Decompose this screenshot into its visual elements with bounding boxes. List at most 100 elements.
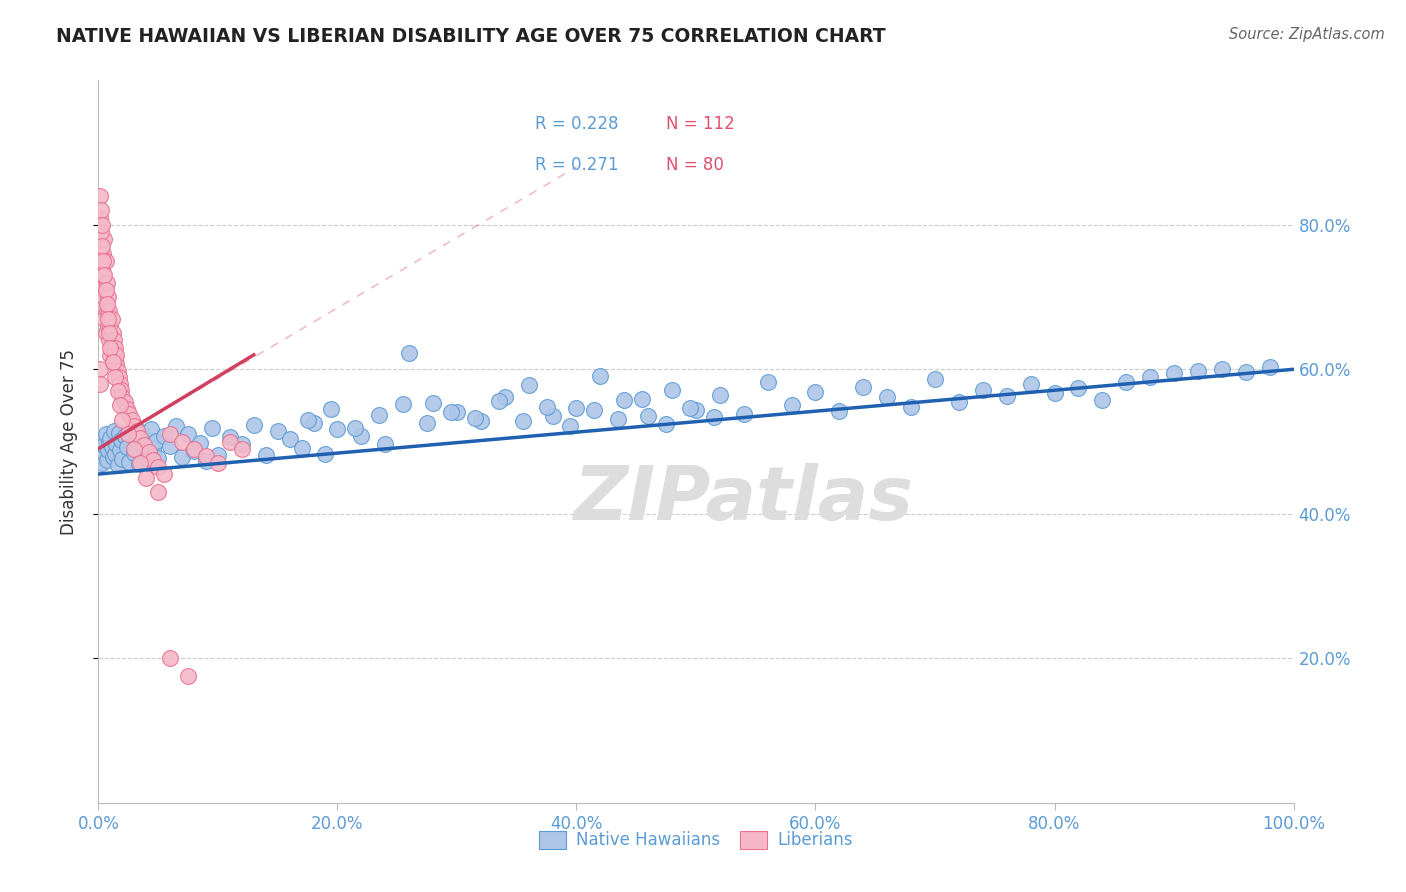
Point	[93, 290, 115, 304]
Point	[94, 283, 117, 297]
Point	[703, 409, 725, 424]
Point	[132, 438, 155, 452]
Point	[177, 669, 200, 683]
Point	[103, 424, 125, 438]
Point	[100, 341, 122, 355]
Point	[350, 429, 373, 443]
Point	[374, 436, 396, 450]
Point	[98, 334, 121, 348]
Point	[117, 427, 139, 442]
Point	[153, 429, 176, 443]
Point	[231, 437, 253, 451]
Point	[494, 390, 516, 404]
Point	[107, 384, 129, 398]
Point	[89, 376, 111, 391]
Point	[995, 389, 1018, 403]
Point	[183, 442, 205, 456]
Point	[124, 418, 146, 433]
Point	[142, 452, 165, 467]
Point	[105, 348, 128, 362]
Point	[89, 362, 111, 376]
Point	[804, 384, 827, 399]
Point	[103, 334, 125, 348]
Point	[560, 418, 582, 433]
Point	[267, 425, 290, 439]
Point	[607, 412, 630, 426]
Point	[93, 438, 115, 452]
Point	[780, 398, 803, 412]
Point	[90, 225, 112, 239]
Point	[107, 369, 129, 384]
Point	[1019, 377, 1042, 392]
Point	[1211, 361, 1233, 376]
Point	[631, 392, 654, 406]
Point	[98, 318, 122, 333]
Point	[398, 346, 420, 360]
Text: Source: ZipAtlas.com: Source: ZipAtlas.com	[1229, 27, 1385, 42]
Point	[124, 442, 146, 456]
Point	[207, 448, 229, 462]
Point	[91, 445, 114, 459]
Point	[153, 467, 176, 481]
Text: ZIPatlas: ZIPatlas	[574, 463, 914, 536]
Point	[470, 414, 492, 428]
Point	[107, 364, 129, 378]
Point	[131, 425, 153, 439]
Point	[91, 456, 114, 470]
Text: N = 80: N = 80	[666, 156, 724, 174]
Point	[93, 232, 115, 246]
Point	[107, 425, 129, 440]
Point	[1043, 386, 1066, 401]
Point	[98, 326, 121, 340]
Point	[90, 442, 112, 456]
Point	[132, 444, 155, 458]
Point	[219, 434, 242, 449]
Point	[129, 431, 152, 445]
Point	[207, 456, 229, 470]
Point	[142, 442, 165, 457]
Point	[709, 387, 731, 401]
Point	[243, 417, 266, 432]
Point	[231, 442, 253, 456]
Point	[392, 397, 415, 411]
Point	[145, 434, 167, 448]
Point	[135, 470, 157, 484]
Point	[94, 326, 117, 340]
Point	[89, 449, 111, 463]
Point	[97, 443, 120, 458]
Y-axis label: Disability Age Over 75: Disability Age Over 75	[59, 349, 77, 534]
Point	[114, 429, 136, 443]
Point	[98, 304, 121, 318]
Point	[900, 400, 922, 414]
Point	[91, 239, 114, 253]
Point	[96, 297, 118, 311]
Point	[589, 368, 612, 383]
Point	[139, 421, 162, 435]
Point	[1139, 369, 1161, 384]
Point	[111, 390, 134, 404]
Point	[291, 441, 314, 455]
Point	[118, 407, 141, 421]
Point	[828, 404, 851, 418]
Point	[94, 427, 117, 442]
Point	[512, 414, 534, 428]
Point	[94, 253, 117, 268]
Point	[201, 421, 224, 435]
Text: N = 112: N = 112	[666, 115, 735, 133]
Point	[114, 394, 136, 409]
Point	[96, 304, 118, 318]
Point	[138, 445, 160, 459]
Point	[613, 392, 636, 407]
Point	[91, 283, 114, 297]
Point	[172, 450, 194, 464]
Point	[89, 189, 111, 203]
Text: R = 0.228: R = 0.228	[534, 115, 619, 133]
Point	[135, 433, 157, 447]
Point	[679, 401, 702, 416]
Point	[685, 402, 707, 417]
Point	[125, 424, 148, 438]
Point	[1067, 381, 1090, 395]
Point	[148, 485, 170, 500]
Point	[219, 430, 242, 444]
Point	[924, 372, 946, 386]
